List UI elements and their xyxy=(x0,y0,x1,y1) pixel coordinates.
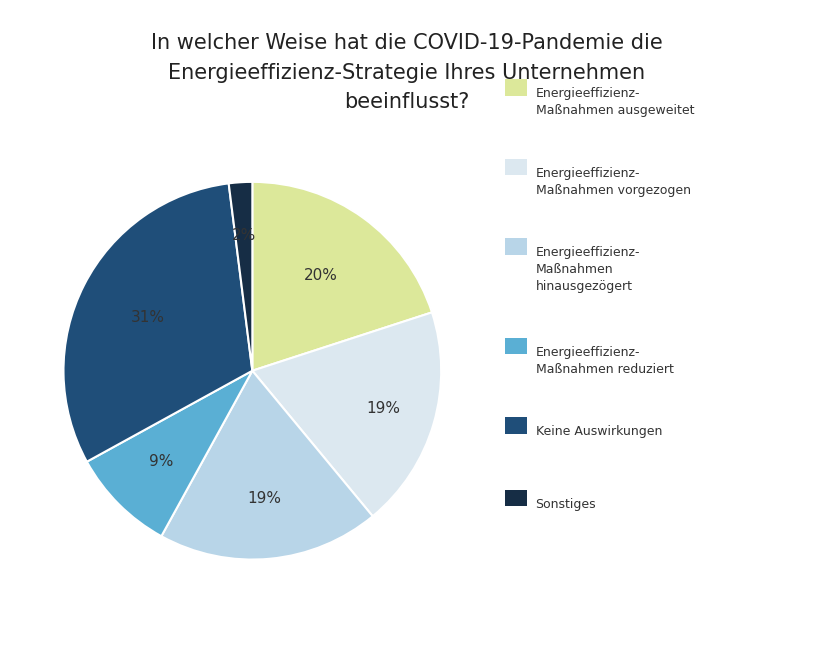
Text: 2%: 2% xyxy=(232,228,256,242)
Text: Energieeffizienz-
Maßnahmen ausgeweitet: Energieeffizienz- Maßnahmen ausgeweitet xyxy=(536,87,694,117)
Text: Energieeffizienz-
Maßnahmen reduziert: Energieeffizienz- Maßnahmen reduziert xyxy=(536,346,673,375)
Text: 9%: 9% xyxy=(149,454,173,469)
Wedge shape xyxy=(161,371,373,559)
Text: In welcher Weise hat die COVID-19-Pandemie die
Energieeffizienz-Strategie Ihres : In welcher Weise hat die COVID-19-Pandem… xyxy=(151,33,663,113)
Wedge shape xyxy=(252,312,441,516)
Text: 31%: 31% xyxy=(131,310,165,325)
Text: Energieeffizienz-
Maßnahmen vorgezogen: Energieeffizienz- Maßnahmen vorgezogen xyxy=(536,167,690,197)
Wedge shape xyxy=(229,182,252,371)
Wedge shape xyxy=(63,183,252,461)
Text: Sonstiges: Sonstiges xyxy=(536,498,596,511)
Text: 20%: 20% xyxy=(304,269,338,283)
Text: Keine Auswirkungen: Keine Auswirkungen xyxy=(536,425,662,438)
Wedge shape xyxy=(87,371,252,536)
Wedge shape xyxy=(252,182,432,371)
Text: 19%: 19% xyxy=(366,401,400,416)
Text: 19%: 19% xyxy=(247,491,282,506)
Text: Energieeffizienz-
Maßnahmen
hinausgezögert: Energieeffizienz- Maßnahmen hinausgezöge… xyxy=(536,246,640,293)
